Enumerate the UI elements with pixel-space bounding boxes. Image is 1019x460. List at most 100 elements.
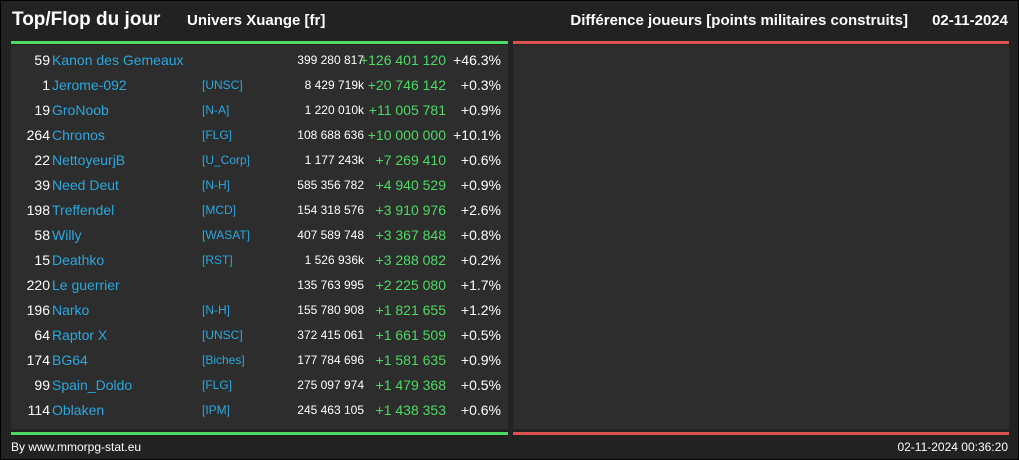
player-name-link[interactable]: Chronos [52,127,105,143]
date-label: 02-11-2024 [932,12,1008,29]
points-cell: 1 526 936k [304,253,364,267]
player-name-link[interactable]: Narko [52,302,90,318]
alliance-tag-link[interactable]: [N-A] [202,103,230,117]
player-name-link[interactable]: Spain_Doldo [52,377,133,393]
rank-cell: 22 [34,152,50,168]
percent-cell: +46.3% [453,52,501,68]
player-name-link[interactable]: Treffendel [52,202,115,218]
table-row: 59 Kanon des Gemeaux 399 280 817 +126 401 1… [11,48,508,73]
points-cell: 154 318 576 [297,203,364,217]
player-name-link[interactable]: NettoyeurjB [52,152,126,168]
universe-label: Univers Xuange [fr] [187,12,326,29]
diff-cell: +1 581 635 [375,352,446,368]
metric-label: Différence joueurs [points militaires co… [570,12,908,29]
alliance-tag-link[interactable]: [Biches] [202,353,245,367]
percent-cell: +0.8% [460,227,501,243]
diff-cell: +4 940 529 [375,177,446,193]
player-name-link[interactable]: Jerome-092 [52,77,127,93]
percent-cell: +10.1% [453,127,501,143]
rank-cell: 59 [34,52,50,68]
alliance-tag-link[interactable]: [N-H] [202,303,230,317]
points-cell: 135 763 995 [297,278,364,292]
diff-cell: +1 821 655 [375,302,446,318]
player-name-link[interactable]: Le guerrier [52,277,120,293]
player-name-link[interactable]: BG64 [52,352,88,368]
percent-cell: +1.2% [460,302,501,318]
diff-cell: +2 225 080 [375,277,446,293]
diff-cell: +11 005 781 [368,102,446,118]
percent-cell: +0.5% [460,377,501,393]
points-cell: 108 688 636 [297,128,364,142]
table-row: 99 Spain_Doldo [FLG] 275 097 974 +1 479 368 +… [11,373,508,398]
alliance-tag-link[interactable]: [IPM] [202,403,231,417]
rank-cell: 114 [27,402,50,418]
diff-cell: +10 000 000 [367,127,446,143]
rank-cell: 264 [26,127,50,143]
alliance-tag-link[interactable]: [UNSC] [202,78,243,92]
table-row: 198 Treffendel [MCD] 154 318 576 +3 910 976 +… [11,198,508,223]
bottom-divider-red [513,432,1009,435]
alliance-tag-link[interactable]: [FLG] [202,128,233,142]
points-cell: 1 220 010k [304,103,364,117]
top-list-panel: 59 Kanon des Gemeaux 399 280 817 +126 401 1… [11,45,508,429]
player-name-link[interactable]: Kanon des Gemeaux [52,52,184,68]
footer-timestamp: 02-11-2024 00:36:20 [897,440,1008,454]
diff-cell: +1 661 509 [375,327,446,343]
bottom-divider-green [11,432,508,435]
table-row: 19 GroNoob [N-A] 1 220 010k +11 005 781 +0.9% [11,98,508,123]
diff-cell: +126 401 120 [359,52,446,68]
rank-cell: 196 [26,302,50,318]
alliance-tag-link[interactable]: [MCD] [202,203,236,217]
alliance-tag-link[interactable]: [WASAT] [202,228,250,242]
diff-cell: +3 367 848 [375,227,446,243]
percent-cell: +2.6% [460,202,501,218]
percent-cell: +0.6% [460,402,501,418]
rank-cell: 1 [42,77,50,93]
player-name-link[interactable]: Raptor X [52,327,108,343]
player-name-link[interactable]: Willy [52,227,82,243]
table-row: 174 BG64 [Biches] 177 784 696 +1 581 635 +0.9… [11,348,508,373]
alliance-tag-link[interactable]: [U_Corp] [202,153,251,167]
rank-cell: 99 [34,377,50,393]
points-cell: 399 280 817 [297,53,364,67]
percent-cell: +0.9% [460,352,501,368]
footer-credit: By www.mmorpg-stat.eu [11,440,142,454]
points-cell: 407 589 748 [297,228,364,242]
table-row: 64 Raptor X [UNSC] 372 415 061 +1 661 509 +0.… [11,323,508,348]
percent-cell: +0.5% [460,327,501,343]
diff-cell: +7 269 410 [375,152,446,168]
rank-cell: 15 [34,252,50,268]
table-row: 196 Narko [N-H] 155 780 908 +1 821 655 +1.2% [11,298,508,323]
table-row: 264 Chronos [FLG] 108 688 636 +10 000 000 +10… [11,123,508,148]
table-row: 114 Oblaken [IPM] 245 463 105 +1 438 353 +0.6… [11,398,508,423]
rank-cell: 39 [34,177,50,193]
points-cell: 8 429 719k [304,78,364,92]
percent-cell: +0.2% [460,252,501,268]
player-name-link[interactable]: GroNoob [52,102,109,118]
top-divider-green [11,41,508,44]
player-name-link[interactable]: Need Deut [52,177,119,193]
rank-cell: 64 [34,327,50,343]
points-cell: 275 097 974 [297,378,364,392]
points-cell: 155 780 908 [297,303,364,317]
table-row: 220 Le guerrier 135 763 995 +2 225 080 +1.7% [11,273,508,298]
rank-cell: 58 [34,227,50,243]
diff-cell: +20 746 142 [367,77,446,93]
player-name-link[interactable]: Deathko [52,252,105,268]
diff-cell: +3 288 082 [375,252,446,268]
alliance-tag-link[interactable]: [N-H] [202,178,230,192]
player-name-link[interactable]: Oblaken [52,402,105,418]
alliance-tag-link[interactable]: [FLG] [202,378,233,392]
rank-cell: 220 [26,277,50,293]
points-cell: 372 415 061 [297,328,364,342]
percent-cell: +1.7% [460,277,501,293]
page-title: Top/Flop du jour [12,9,161,30]
rank-cell: 198 [26,202,50,218]
diff-cell: +1 438 353 [375,402,446,418]
percent-cell: +0.6% [460,152,501,168]
alliance-tag-link[interactable]: [UNSC] [202,328,243,342]
top-divider-red [513,41,1009,44]
rank-cell: 19 [34,102,50,118]
alliance-tag-link[interactable]: [RST] [202,253,233,267]
